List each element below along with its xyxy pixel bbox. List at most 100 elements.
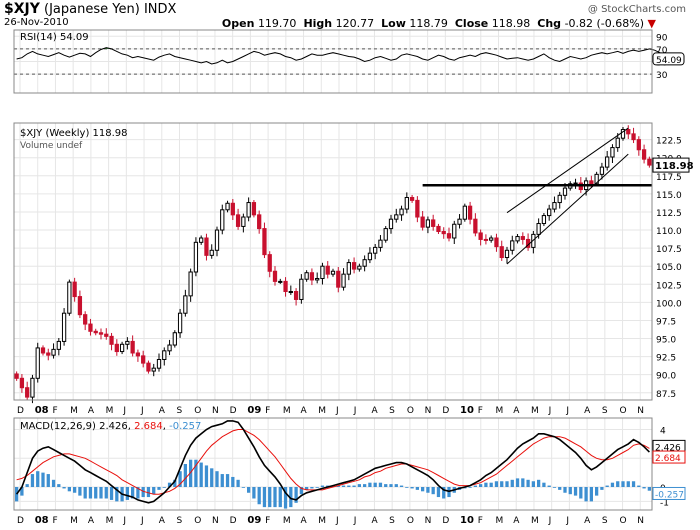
candle-body [230,202,235,216]
price-tick-label: 100.0 [656,299,682,309]
x-axis-label: A [159,516,166,526]
candle-body [162,350,167,360]
macd-histogram-bar [157,487,161,490]
macd-histogram-bar [515,478,520,487]
macd-histogram-bar [621,481,625,487]
candle-body [494,237,499,248]
candle-body [404,196,409,210]
macd-histogram-bar [415,487,419,490]
close-value: 118.98 [491,17,531,30]
macd-histogram-bar [131,487,135,499]
x-axis-label: A [584,406,591,416]
macd-histogram-bar [278,487,282,508]
macd-histogram-bar [605,485,609,487]
x-axis-label: F [52,516,57,526]
candle-body [35,347,40,379]
chart-date: 26-Nov-2010 [4,17,69,28]
histogram-sep: , [163,421,169,432]
candle-body [420,216,425,228]
x-axis-label: F [478,516,483,526]
x-axis-label: M [531,406,539,416]
candle-body [599,166,605,175]
macd-histogram-bar [479,484,483,487]
rsi-tick-label: 30 [656,71,668,81]
macd-histogram-bar [88,487,93,499]
x-axis-label: M [106,516,114,526]
x-axis-label: D [230,516,237,526]
candle-body [467,205,473,220]
x-axis-label: J [335,406,339,416]
rsi-tick-label: 90 [656,33,668,43]
x-axis-label: J [548,516,552,526]
rsi-value-label: 54.09 [656,56,682,66]
x-axis-label: J [140,516,144,526]
x-axis-label: N [637,406,644,416]
macd-histogram-bar [225,474,230,487]
x-axis-label: A [584,516,591,526]
candle-body [220,209,225,231]
candle-body [399,208,404,216]
macd-histogram-bar [320,485,325,487]
macd-indicator: MACD(12,26,9) [20,421,99,432]
x-axis-label: A [159,406,166,416]
x-axis-label: J [353,406,357,416]
x-axis-label: O [194,516,201,526]
macd-histogram-bar [252,487,256,499]
candle-body [351,262,357,270]
x-axis-label: 09 [247,515,261,526]
candle-body [436,225,441,232]
macd-histogram-bar [146,487,151,498]
candle-body [167,344,172,352]
macd-histogram-bar [57,484,61,487]
x-axis-label: S [177,406,183,416]
x-axis-label: O [620,406,627,416]
candle-body [605,156,610,168]
candle-body [114,343,119,353]
macd-histogram-bar [62,487,66,489]
price-tick-label: 115.0 [656,191,682,201]
macd-histogram-bar [384,484,388,487]
candle-body [19,377,25,389]
x-axis-label: A [301,406,308,416]
macd-histogram-bar [41,472,45,487]
candle-body [199,237,204,243]
macd-histogram-bar [521,478,525,487]
x-axis-label: D [230,406,237,416]
candle-body [30,377,35,398]
candle-body [156,358,162,369]
price-tick-label: 105.0 [656,263,682,273]
candle-body [520,236,525,240]
macd-histogram-bar [610,482,615,487]
candle-body [330,270,336,275]
x-axis-label: A [88,516,95,526]
macd-histogram-bar [162,487,166,488]
price-tick-label: 97.5 [656,317,676,327]
candle-body [562,187,568,196]
candle-body [647,158,652,166]
candle-body [51,348,56,356]
candle-body [267,254,272,272]
macd-histogram-bar [510,479,514,487]
macd-histogram-bar [647,487,651,491]
macd-line [15,420,650,504]
price-value-label: 118.98 [655,161,694,172]
x-axis-label: M [496,406,504,416]
x-axis-label: J [335,516,339,526]
candle-body [119,343,125,353]
macd-histogram-bar [389,484,393,487]
open-value: 119.70 [257,17,297,30]
high-label: High [303,17,333,30]
candle-body [135,352,141,357]
macd-histogram-bar [558,487,562,490]
candle-body [288,291,293,294]
candle-body [98,332,104,335]
macd-histogram-bar [78,487,82,496]
macd-histogram-bar [642,487,646,489]
macd-histogram-bar [410,487,414,489]
macd-histogram-bar [442,487,446,499]
candle-body [72,281,77,298]
candle-body [257,214,262,230]
x-axis-label: F [265,516,270,526]
macd-tick-label: -1 [660,498,669,508]
x-axis-label: A [371,516,378,526]
